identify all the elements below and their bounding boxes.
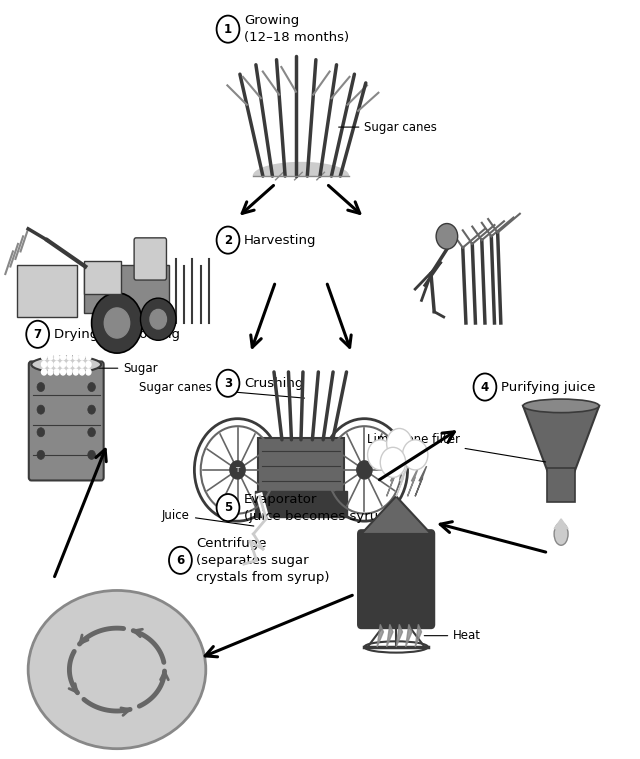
Text: Purifying juice: Purifying juice <box>501 380 595 393</box>
Circle shape <box>86 369 91 375</box>
Circle shape <box>169 546 192 574</box>
Circle shape <box>321 419 408 521</box>
Text: Growing
(12–18 months): Growing (12–18 months) <box>244 14 349 44</box>
Circle shape <box>436 224 458 249</box>
Text: Centrifuge
(separates sugar
crystals from syrup): Centrifuge (separates sugar crystals fro… <box>196 537 330 584</box>
Text: 6: 6 <box>176 554 184 567</box>
Circle shape <box>88 405 95 414</box>
Ellipse shape <box>28 591 206 748</box>
Polygon shape <box>253 162 349 176</box>
Text: 1: 1 <box>224 23 232 36</box>
FancyBboxPatch shape <box>134 238 166 280</box>
Circle shape <box>67 369 72 375</box>
FancyBboxPatch shape <box>84 265 169 313</box>
Polygon shape <box>415 625 422 647</box>
Ellipse shape <box>523 399 599 413</box>
Text: Sugar: Sugar <box>94 362 158 375</box>
Text: 3: 3 <box>224 376 232 390</box>
Circle shape <box>216 16 239 43</box>
FancyBboxPatch shape <box>547 468 575 502</box>
Circle shape <box>86 361 91 367</box>
Circle shape <box>88 428 95 436</box>
Polygon shape <box>396 625 403 647</box>
Text: 7: 7 <box>34 328 42 341</box>
Text: Drying and cooling: Drying and cooling <box>54 328 180 341</box>
Polygon shape <box>387 466 398 496</box>
Circle shape <box>54 354 60 360</box>
Circle shape <box>230 461 245 479</box>
FancyBboxPatch shape <box>255 491 347 517</box>
Circle shape <box>73 354 78 360</box>
Circle shape <box>37 428 45 436</box>
FancyBboxPatch shape <box>17 265 77 317</box>
Text: Juice: Juice <box>162 509 254 526</box>
Polygon shape <box>387 625 393 647</box>
Circle shape <box>216 494 239 521</box>
Circle shape <box>367 439 393 470</box>
Circle shape <box>195 419 281 521</box>
Text: 4: 4 <box>481 380 489 393</box>
Circle shape <box>61 354 65 360</box>
Circle shape <box>37 405 45 414</box>
Circle shape <box>48 361 53 367</box>
Circle shape <box>61 369 65 375</box>
Polygon shape <box>415 466 427 496</box>
Ellipse shape <box>31 356 101 373</box>
Text: Heat: Heat <box>424 629 481 642</box>
Circle shape <box>42 361 47 367</box>
Polygon shape <box>408 466 419 496</box>
Circle shape <box>42 354 47 360</box>
FancyBboxPatch shape <box>84 261 122 294</box>
Circle shape <box>79 369 84 375</box>
Circle shape <box>54 361 60 367</box>
Circle shape <box>48 354 53 360</box>
Text: Evaporator
(juice becomes syrup): Evaporator (juice becomes syrup) <box>244 493 392 523</box>
Circle shape <box>73 361 78 367</box>
Circle shape <box>216 370 239 397</box>
Polygon shape <box>406 625 412 647</box>
Circle shape <box>150 310 166 329</box>
Text: Harvesting: Harvesting <box>244 234 316 247</box>
Circle shape <box>54 369 60 375</box>
Text: Sugar canes: Sugar canes <box>339 121 437 134</box>
Text: 2: 2 <box>224 234 232 247</box>
Text: T: T <box>236 467 239 473</box>
Ellipse shape <box>554 523 568 545</box>
Polygon shape <box>554 519 568 529</box>
Text: Crushing: Crushing <box>244 376 303 390</box>
Circle shape <box>37 383 45 392</box>
Circle shape <box>86 354 91 360</box>
Circle shape <box>42 369 47 375</box>
Circle shape <box>67 361 72 367</box>
Circle shape <box>104 308 130 338</box>
Polygon shape <box>396 466 408 496</box>
Text: 5: 5 <box>224 501 232 514</box>
Circle shape <box>26 321 49 348</box>
Circle shape <box>474 373 497 401</box>
Circle shape <box>88 383 95 392</box>
Polygon shape <box>377 625 383 647</box>
FancyBboxPatch shape <box>258 437 344 499</box>
Text: Limestone filter: Limestone filter <box>367 433 546 462</box>
FancyBboxPatch shape <box>358 531 434 628</box>
Circle shape <box>403 439 428 470</box>
Circle shape <box>79 354 84 360</box>
Circle shape <box>67 354 72 360</box>
Text: Sugar canes: Sugar canes <box>140 380 305 398</box>
Polygon shape <box>361 496 431 534</box>
Circle shape <box>79 361 84 367</box>
Circle shape <box>92 293 142 353</box>
Circle shape <box>216 226 239 254</box>
Circle shape <box>88 450 95 459</box>
Circle shape <box>73 369 78 375</box>
Circle shape <box>356 461 372 479</box>
Circle shape <box>380 447 406 477</box>
Circle shape <box>48 369 53 375</box>
Circle shape <box>140 298 176 340</box>
FancyBboxPatch shape <box>29 361 104 480</box>
Circle shape <box>37 450 45 459</box>
Circle shape <box>61 361 65 367</box>
Circle shape <box>387 429 412 458</box>
Polygon shape <box>523 406 599 474</box>
